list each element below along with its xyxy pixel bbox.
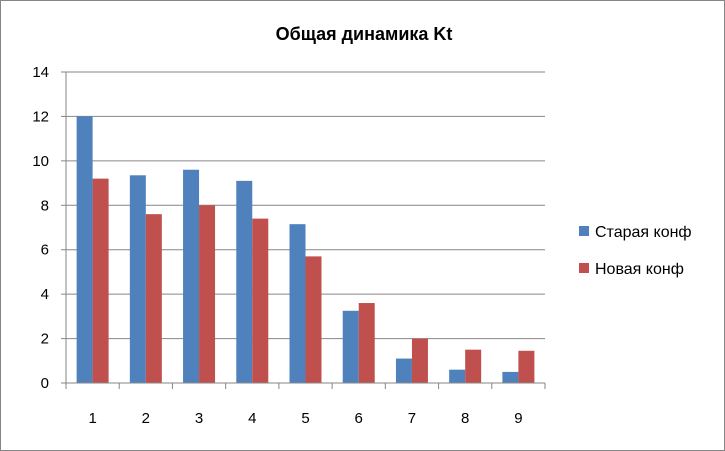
y-tick-label: 12	[32, 108, 49, 125]
bar-old-1	[76, 116, 93, 383]
bar-new-5	[305, 256, 322, 383]
bar-old-7	[395, 358, 412, 383]
bar-old-2	[129, 175, 146, 383]
bars	[76, 116, 535, 383]
bar-old-8	[449, 369, 466, 383]
bar-old-9	[502, 371, 519, 383]
legend-swatch	[579, 226, 589, 236]
x-tick-label: 5	[301, 410, 309, 427]
legend-label: Новая конф	[595, 261, 684, 278]
chart-title: Общая динамика Kt	[276, 24, 453, 44]
x-tick-label: 1	[88, 410, 96, 427]
y-tick-label: 8	[41, 197, 49, 214]
x-tick-labels: 1 2 3 4 5 6 7 8 9	[88, 410, 522, 427]
bar-old-6	[342, 310, 359, 383]
bar-new-8	[465, 349, 482, 383]
y-tick-label: 6	[41, 242, 49, 259]
y-tick-labels: 0 2 4 6 8 10 12 14	[32, 64, 49, 392]
bar-new-2	[145, 214, 162, 383]
y-tick-label: 0	[41, 375, 49, 392]
y-tick-label: 2	[41, 331, 49, 348]
x-tick-label: 9	[514, 410, 522, 427]
bar-old-5	[289, 224, 306, 383]
bar-new-4	[252, 218, 269, 383]
legend: Старая конф Новая конф	[579, 224, 692, 278]
bar-new-7	[411, 338, 428, 383]
bar-old-4	[236, 180, 253, 383]
bar-new-3	[199, 205, 216, 383]
y-tick-label: 10	[32, 153, 49, 170]
x-tick-label: 4	[248, 410, 256, 427]
bar-new-9	[518, 350, 535, 383]
axes	[61, 71, 546, 389]
x-tick-label: 6	[355, 410, 363, 427]
bar-old-3	[183, 169, 200, 383]
y-tick-label: 4	[41, 286, 49, 303]
y-tick-label: 14	[32, 64, 49, 81]
legend-swatch	[579, 263, 589, 273]
bar-new-1	[92, 178, 109, 383]
x-tick-label: 8	[461, 410, 469, 427]
x-tick-label: 2	[142, 410, 150, 427]
x-tick-label: 7	[408, 410, 416, 427]
legend-label: Старая конф	[595, 224, 692, 241]
x-tick-label: 3	[195, 410, 203, 427]
bar-new-6	[358, 303, 375, 383]
